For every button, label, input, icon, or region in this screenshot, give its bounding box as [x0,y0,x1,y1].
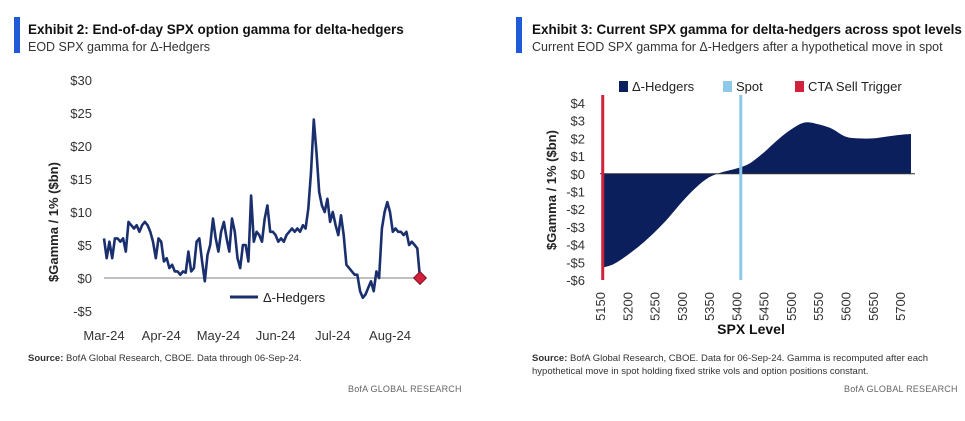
y-tick-label: $4 [571,96,585,111]
x-tick-label: Mar-24 [83,328,124,343]
x-tick-label: 5250 [648,292,663,321]
brand-footer: BofA GLOBAL RESEARCH [348,384,462,394]
exhibit-3-panel: Exhibit 3: Current SPX gamma for delta-h… [512,0,965,421]
x-tick-label: 5400 [729,292,744,321]
y-tick-label: $2 [571,131,585,146]
y-tick-label: -$2 [566,202,585,217]
exhibit-3-subtitle: Current EOD SPX gamma for Δ-Hedgers afte… [532,40,943,54]
exhibit-2-subtitle: EOD SPX gamma for Δ-Hedgers [28,40,211,54]
x-tick-label: May-24 [197,328,240,343]
exhibit-2-source: Source: BofA Global Research, CBOE. Data… [28,352,458,365]
x-tick-label: 5200 [620,292,635,321]
x-tick-label: 5150 [593,292,608,321]
legend-swatch [795,81,804,92]
title-accent-bar [14,17,20,53]
chart-legend: Δ-Hedgers [230,290,326,305]
exhibit-3-title: Exhibit 3: Current SPX gamma for delta-h… [532,22,962,37]
source-text: BofA Global Research, CBOE. Data for 06-… [532,353,929,377]
exhibit-2-panel: Exhibit 2: End-of-day SPX option gamma f… [0,0,470,421]
y-tick-label: $20 [70,139,92,154]
y-tick-label: -$5 [73,304,92,319]
gamma-spot-levels-chart: Δ-Hedgers Spot CTA Sell Trigger $Gamma / 1… [544,79,915,337]
x-tick-label: 5350 [702,292,717,321]
y-tick-label: -$6 [566,273,585,288]
source-text: BofA Global Research, CBOE. Data through… [63,353,302,364]
y-tick-label: $1 [571,149,585,164]
y-tick-label: $25 [70,106,92,121]
y-tick-label: -$4 [566,238,585,253]
y-tick-label: $3 [571,114,585,129]
y-tick-label: -$3 [566,220,585,235]
y-tick-label: $5 [78,238,92,253]
exhibit-2-title: Exhibit 2: End-of-day SPX option gamma f… [28,22,404,37]
y-tick-label: $30 [70,73,92,88]
x-axis-label: SPX Level [717,321,785,337]
source-label: Source: [28,353,64,364]
latest-value-marker [412,270,428,286]
y-axis-label: $Gamma / 1% ($bn) [46,162,61,282]
delta-hedgers-area [602,122,911,268]
x-tick-label: Apr-24 [142,328,181,343]
title-accent-bar [516,17,522,53]
legend-label: Δ-Hedgers [263,290,326,305]
source-label: Source: [532,353,568,364]
legend-swatch [619,81,628,92]
x-tick-label: 5600 [839,292,854,321]
y-tick-label: $15 [70,172,92,187]
y-tick-label: -$1 [566,185,585,200]
legend-label: CTA Sell Trigger [808,79,902,94]
legend-label: Spot [736,79,763,94]
chart-legend: Δ-Hedgers Spot CTA Sell Trigger [619,79,902,94]
gamma-time-series-chart: $Gamma / 1% ($bn) -$5 $0 $5 $10 $15 $20 $25 $30… [46,73,428,343]
brand-footer: BofA GLOBAL RESEARCH [844,384,958,394]
x-tick-label: 5700 [893,292,908,321]
y-tick-label: $0 [78,271,92,286]
x-tick-label: 5500 [784,292,799,321]
legend-swatch [723,81,732,92]
exhibit-3-source: Source: BofA Global Research, CBOE. Data… [532,352,952,378]
x-tick-label: 5450 [757,292,772,321]
x-tick-label: 5550 [811,292,826,321]
x-tick-label: Jun-24 [256,328,296,343]
y-axis-label: $Gamma / 1% ($bn) [544,130,559,250]
y-tick-label: $10 [70,205,92,220]
delta-hedgers-line [102,118,422,300]
x-tick-label: Aug-24 [369,328,411,343]
x-tick-label: 5650 [866,292,881,321]
legend-label: Δ-Hedgers [632,79,695,94]
x-tick-label: 5300 [675,292,690,321]
y-tick-label: -$5 [566,255,585,270]
y-tick-label: $0 [571,167,585,182]
x-tick-label: Jul-24 [315,328,350,343]
